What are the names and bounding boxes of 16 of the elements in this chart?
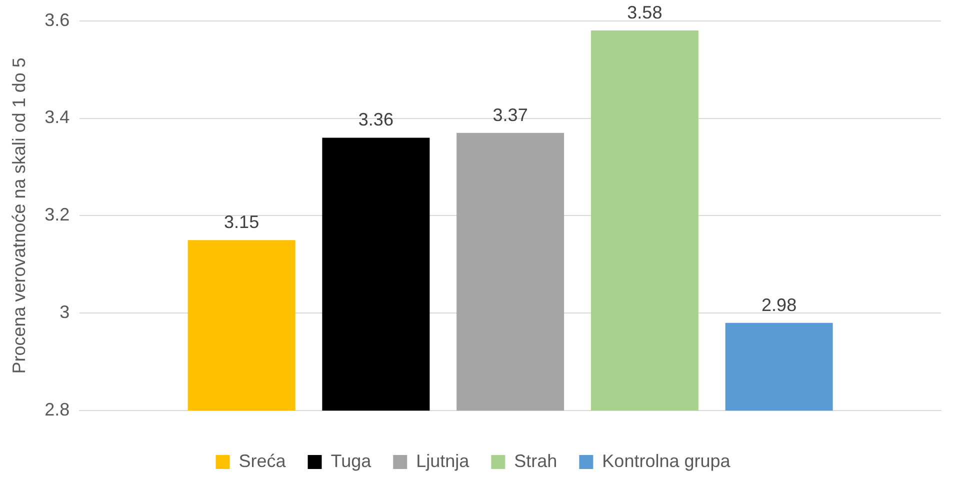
y-tick-label: 3.6 xyxy=(44,10,70,30)
legend-label: Sreća xyxy=(238,450,287,471)
legend-label: Ljutnja xyxy=(416,450,470,471)
data-label: 3.37 xyxy=(492,104,528,125)
y-axis-title: Procena verovatnoće na skali od 1 do 5 xyxy=(8,58,29,374)
y-tick-label: 2.8 xyxy=(44,400,70,420)
data-label: 2.98 xyxy=(762,294,797,315)
legend-label: Strah xyxy=(514,450,558,471)
data-label: 3.36 xyxy=(358,110,394,130)
y-tick-label: 3.4 xyxy=(44,107,70,128)
data-label: 3.58 xyxy=(627,2,662,23)
data-label: 3.15 xyxy=(224,212,260,232)
y-tick-label: 3.2 xyxy=(44,204,70,225)
y-tick-label: 3 xyxy=(60,302,70,322)
legend-label: Kontrolna grupa xyxy=(602,450,732,471)
legend-label: Tuga xyxy=(330,450,372,471)
